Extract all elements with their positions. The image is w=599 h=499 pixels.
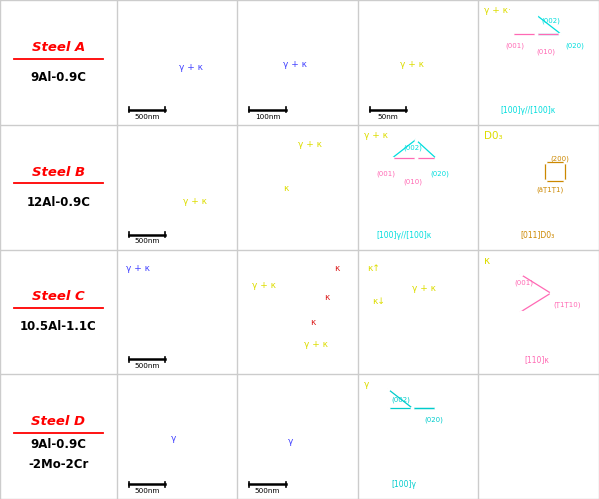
- Text: γ: γ: [288, 437, 294, 446]
- Text: 200nm: 200nm: [255, 239, 280, 245]
- Text: κ: κ: [283, 184, 289, 194]
- Text: [011]D0₃: [011]D0₃: [521, 231, 555, 240]
- Text: γ + κ: γ + κ: [364, 131, 388, 140]
- Text: γ + κ: γ + κ: [252, 280, 276, 290]
- Text: 500nm: 500nm: [134, 363, 159, 369]
- Text: γ + κ: γ + κ: [283, 60, 307, 69]
- Text: Steel A: Steel A: [32, 41, 85, 54]
- Text: [100]γ: [100]γ: [392, 480, 417, 489]
- Text: γ + κ: γ + κ: [298, 140, 322, 149]
- Text: 100nm: 100nm: [255, 114, 280, 120]
- Text: 500nm: 500nm: [134, 114, 159, 120]
- Text: γ: γ: [364, 381, 370, 390]
- Text: 9Al-0.9C: 9Al-0.9C: [31, 71, 86, 84]
- Text: γ + κ·: γ + κ·: [485, 6, 512, 15]
- Text: γ: γ: [171, 434, 177, 443]
- Text: (010): (010): [536, 49, 555, 55]
- Text: (020): (020): [424, 417, 443, 423]
- Text: κ: κ: [334, 264, 339, 273]
- Text: 200nm: 200nm: [376, 363, 401, 369]
- Text: 10.5Al-1.1C: 10.5Al-1.1C: [20, 320, 97, 333]
- Text: (020): (020): [565, 42, 584, 49]
- Text: (āŢ1Ţ1): (āŢ1Ţ1): [536, 187, 564, 194]
- Text: (001): (001): [376, 171, 395, 178]
- Text: 50nm: 50nm: [377, 114, 398, 120]
- Text: [100]γ//[100]κ: [100]γ//[100]κ: [500, 106, 555, 115]
- Text: 300nm: 300nm: [255, 363, 280, 369]
- Text: γ + κ: γ + κ: [412, 284, 436, 293]
- Text: κ: κ: [324, 293, 329, 302]
- Text: [100]γ//[100]κ: [100]γ//[100]κ: [376, 231, 431, 240]
- Text: (001): (001): [505, 42, 524, 49]
- Text: -2Mo-2Cr: -2Mo-2Cr: [28, 458, 89, 471]
- Text: γ + κ: γ + κ: [180, 63, 204, 72]
- Text: D0₃: D0₃: [485, 131, 503, 141]
- Text: 500nm: 500nm: [255, 488, 280, 494]
- Text: γ + κ: γ + κ: [126, 264, 150, 273]
- Text: (002): (002): [541, 17, 560, 24]
- Text: κ: κ: [310, 318, 315, 327]
- Text: γ + κ: γ + κ: [400, 60, 424, 69]
- Text: 500nm: 500nm: [134, 239, 159, 245]
- Text: (002): (002): [392, 397, 410, 403]
- Text: 9Al-0.9C: 9Al-0.9C: [31, 438, 86, 451]
- Text: κ↑: κ↑: [368, 264, 380, 273]
- Text: (001): (001): [515, 279, 534, 286]
- Text: γ + κ: γ + κ: [183, 197, 207, 206]
- Text: (002): (002): [404, 145, 422, 151]
- Text: Steel B: Steel B: [32, 166, 85, 179]
- Text: γ + κ: γ + κ: [304, 340, 328, 349]
- Text: 12Al-0.9C: 12Al-0.9C: [26, 196, 90, 209]
- Text: κ↓: κ↓: [373, 297, 385, 306]
- Text: (200): (200): [551, 156, 570, 163]
- Text: [110]κ: [110]κ: [524, 355, 549, 364]
- Text: (020): (020): [430, 171, 449, 178]
- Text: Steel D: Steel D: [31, 415, 86, 428]
- Text: DO₃: DO₃: [138, 144, 158, 153]
- Text: (Ţ1Ţ10): (Ţ1Ţ10): [553, 302, 580, 308]
- Text: Steel C: Steel C: [32, 290, 85, 303]
- Text: 500nm: 500nm: [134, 488, 159, 494]
- Text: κ: κ: [485, 256, 491, 266]
- Text: (010): (010): [404, 179, 423, 185]
